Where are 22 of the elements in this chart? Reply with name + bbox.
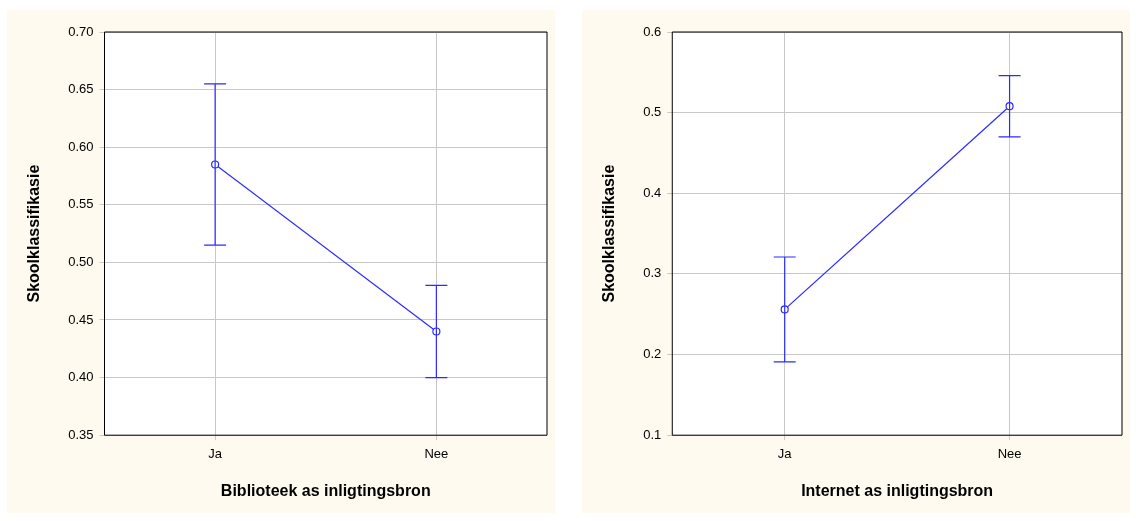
- x-tick-label: Nee: [997, 445, 1022, 461]
- y-tick-label: 0.1: [643, 426, 662, 442]
- y-tick-label: 0.40: [68, 369, 94, 385]
- y-tick-label: 0.5: [643, 104, 662, 120]
- y-tick-label: 0.70: [68, 23, 94, 39]
- y-axis-title: Skoolklassifikasie: [600, 164, 618, 303]
- x-tick-label: Nee: [424, 445, 449, 461]
- y-tick-label: 0.4: [643, 184, 662, 200]
- y-tick-label: 0.3: [643, 265, 662, 281]
- y-axis-title: Skoolklassifikasie: [25, 164, 43, 303]
- y-tick-label: 0.2: [643, 346, 662, 362]
- y-tick-label: 0.60: [68, 138, 94, 154]
- y-tick-label: 0.35: [68, 426, 94, 442]
- y-tick-label: 0.6: [643, 23, 662, 39]
- x-axis-title: Internet as inligtingsbron: [801, 481, 994, 499]
- x-axis-title: Biblioteek as inligtingsbron: [220, 481, 431, 499]
- y-tick-label: 0.45: [68, 311, 94, 327]
- y-tick-label: 0.55: [68, 196, 94, 212]
- y-tick-label: 0.65: [68, 81, 94, 97]
- y-tick-label: 0.50: [68, 253, 94, 269]
- x-tick-label: Ja: [777, 445, 793, 461]
- x-tick-label: Ja: [208, 445, 223, 461]
